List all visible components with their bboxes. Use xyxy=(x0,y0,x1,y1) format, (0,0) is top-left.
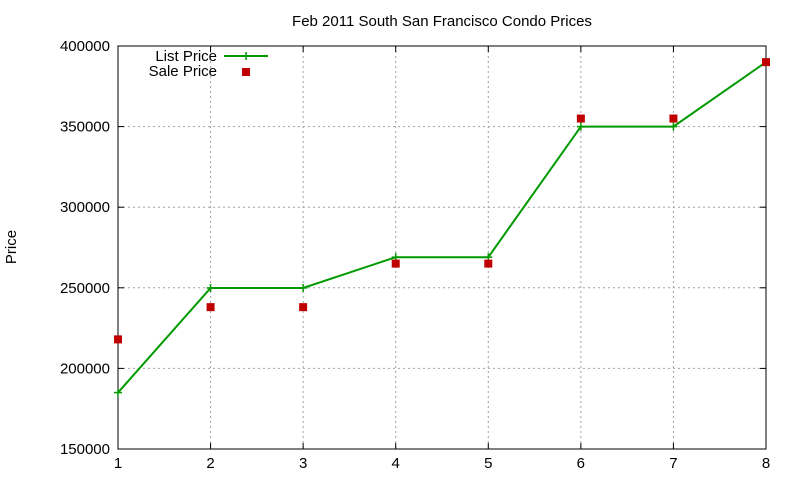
sale-price-point xyxy=(762,58,770,67)
x-tick-label: 8 xyxy=(762,455,770,472)
y-tick-label: 200000 xyxy=(60,360,110,377)
x-tick-label: 3 xyxy=(299,455,307,472)
grid xyxy=(118,46,766,449)
sale-price-point xyxy=(299,303,308,312)
y-tick-label: 150000 xyxy=(60,441,110,458)
x-tick-label: 2 xyxy=(206,455,214,472)
plot-frame xyxy=(117,45,767,450)
x-tick-label: 6 xyxy=(577,455,585,472)
legend-swatch-list-price xyxy=(224,52,268,60)
list-price-point xyxy=(114,388,122,397)
sale-price-point xyxy=(669,114,678,123)
x-tick-label: 1 xyxy=(114,455,122,472)
legend-label-list-price: List Price xyxy=(155,48,217,65)
list-price-point xyxy=(576,122,585,131)
sale-price-point xyxy=(206,303,215,312)
sale-price-point xyxy=(484,259,493,268)
x-tick-label: 7 xyxy=(669,455,677,472)
sale-price-point xyxy=(391,259,400,268)
legend-square xyxy=(242,68,250,76)
list-price-line xyxy=(117,61,767,394)
x-tick-label: 5 xyxy=(484,455,492,472)
sale-price-point xyxy=(114,335,122,344)
list-price-point xyxy=(669,122,678,131)
y-tick-label: 300000 xyxy=(60,199,110,216)
x-tick-label: 4 xyxy=(392,455,400,472)
legend: List Price Sale Price xyxy=(149,48,268,80)
y-axis-label: Price xyxy=(3,230,20,264)
sale-price-point xyxy=(576,114,585,123)
y-tick-label: 250000 xyxy=(60,280,110,297)
chart-title: Feb 2011 South San Francisco Condo Price… xyxy=(292,13,592,30)
list-price-point xyxy=(206,283,215,292)
series xyxy=(114,58,770,397)
y-tick-label: 350000 xyxy=(60,119,110,136)
y-tick-label: 400000 xyxy=(60,38,110,55)
legend-swatch-sale-price xyxy=(242,68,250,76)
legend-label-sale-price: Sale Price xyxy=(149,63,217,80)
axis-ticks: 1 2 3 4 5 6 7 8 150000 200000 250000 300000 350000 40… xyxy=(60,38,770,472)
list-price-point xyxy=(299,283,308,292)
